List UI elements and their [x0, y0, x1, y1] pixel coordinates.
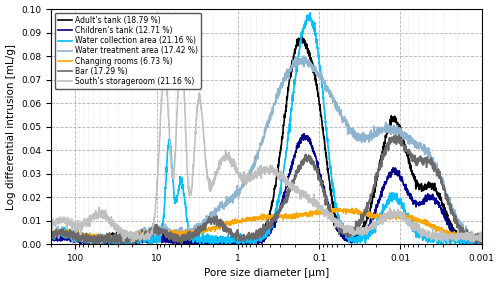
Water collection area (21.16 %)	[93, 243, 99, 246]
Changing rooms (6.73 %)	[258, 215, 264, 219]
Line: Adult’s tank (18.79 %): Adult’s tank (18.79 %)	[51, 36, 482, 244]
Children’s tank (12.71 %)	[246, 241, 252, 245]
South’s storageroom (21.16 %)	[466, 231, 472, 235]
Changing rooms (6.73 %)	[466, 235, 472, 239]
Water treatment area (17.42 %)	[388, 130, 394, 133]
Bar (17.29 %)	[396, 133, 402, 137]
Changing rooms (6.73 %)	[388, 213, 394, 217]
Line: Children’s tank (12.71 %): Children’s tank (12.71 %)	[51, 134, 482, 244]
Children’s tank (12.71 %)	[388, 172, 394, 175]
Adult’s tank (18.79 %)	[466, 239, 472, 243]
Bar (17.29 %)	[246, 231, 252, 234]
Children’s tank (12.71 %)	[70, 236, 76, 239]
Adult’s tank (18.79 %)	[246, 239, 252, 242]
Water treatment area (17.42 %)	[258, 143, 264, 146]
Adult’s tank (18.79 %)	[48, 233, 54, 237]
Line: Water treatment area (17.42 %): Water treatment area (17.42 %)	[51, 56, 482, 244]
South’s storageroom (21.16 %)	[445, 241, 451, 245]
Water collection area (21.16 %)	[48, 235, 54, 238]
Changing rooms (6.73 %)	[478, 236, 484, 239]
Water treatment area (17.42 %)	[466, 234, 472, 238]
Water treatment area (17.42 %)	[70, 235, 76, 239]
Changing rooms (6.73 %)	[70, 233, 76, 236]
Line: Bar (17.29 %): Bar (17.29 %)	[51, 135, 482, 244]
South’s storageroom (21.16 %)	[70, 224, 76, 228]
Y-axis label: Log differential intrusion [mL/g]: Log differential intrusion [mL/g]	[6, 44, 16, 210]
Bar (17.29 %)	[387, 140, 393, 143]
South’s storageroom (21.16 %)	[258, 166, 264, 170]
Line: South’s storageroom (21.16 %): South’s storageroom (21.16 %)	[51, 42, 482, 243]
Changing rooms (6.73 %)	[48, 231, 54, 234]
Water treatment area (17.42 %)	[246, 174, 252, 178]
South’s storageroom (21.16 %)	[478, 238, 484, 242]
Water treatment area (17.42 %)	[466, 236, 472, 239]
Water collection area (21.16 %)	[466, 243, 472, 246]
Bar (17.29 %)	[466, 236, 472, 239]
Children’s tank (12.71 %)	[466, 242, 472, 245]
Bar (17.29 %)	[478, 236, 484, 239]
Children’s tank (12.71 %)	[301, 132, 307, 135]
Water collection area (21.16 %)	[466, 237, 472, 240]
Adult’s tank (18.79 %)	[478, 240, 484, 243]
Bar (17.29 %)	[466, 236, 472, 239]
Adult’s tank (18.79 %)	[466, 240, 472, 243]
X-axis label: Pore size diameter [μm]: Pore size diameter [μm]	[204, 268, 329, 278]
Line: Changing rooms (6.73 %): Changing rooms (6.73 %)	[51, 208, 482, 240]
South’s storageroom (21.16 %)	[466, 237, 472, 240]
Children’s tank (12.71 %)	[48, 237, 54, 241]
Water collection area (21.16 %)	[308, 11, 314, 14]
South’s storageroom (21.16 %)	[178, 40, 184, 43]
Children’s tank (12.71 %)	[258, 239, 264, 242]
Adult’s tank (18.79 %)	[299, 35, 305, 38]
Adult’s tank (18.79 %)	[388, 117, 394, 121]
Bar (17.29 %)	[48, 233, 54, 236]
Water collection area (21.16 %)	[70, 235, 76, 239]
South’s storageroom (21.16 %)	[246, 179, 252, 182]
Water treatment area (17.42 %)	[98, 243, 103, 246]
Children’s tank (12.71 %)	[466, 242, 472, 245]
Line: Water collection area (21.16 %): Water collection area (21.16 %)	[51, 13, 482, 244]
Legend: Adult’s tank (18.79 %), Children’s tank (12.71 %), Water collection area (21.16 : Adult’s tank (18.79 %), Children’s tank …	[55, 13, 201, 89]
Water collection area (21.16 %)	[258, 232, 264, 236]
South’s storageroom (21.16 %)	[387, 212, 393, 216]
Water collection area (21.16 %)	[246, 234, 252, 237]
Changing rooms (6.73 %)	[246, 218, 252, 221]
Changing rooms (6.73 %)	[109, 238, 115, 242]
South’s storageroom (21.16 %)	[48, 223, 54, 226]
Water treatment area (17.42 %)	[300, 54, 306, 58]
Bar (17.29 %)	[102, 243, 107, 246]
Changing rooms (6.73 %)	[466, 235, 472, 238]
Adult’s tank (18.79 %)	[70, 237, 76, 241]
Children’s tank (12.71 %)	[82, 243, 88, 246]
Adult’s tank (18.79 %)	[258, 231, 264, 235]
Changing rooms (6.73 %)	[324, 206, 330, 210]
Bar (17.29 %)	[70, 233, 76, 237]
Water collection area (21.16 %)	[388, 197, 394, 201]
Children’s tank (12.71 %)	[478, 240, 484, 244]
Water treatment area (17.42 %)	[478, 240, 484, 243]
Bar (17.29 %)	[258, 234, 264, 237]
Water collection area (21.16 %)	[478, 239, 484, 243]
Water treatment area (17.42 %)	[48, 231, 54, 235]
Adult’s tank (18.79 %)	[90, 243, 96, 246]
